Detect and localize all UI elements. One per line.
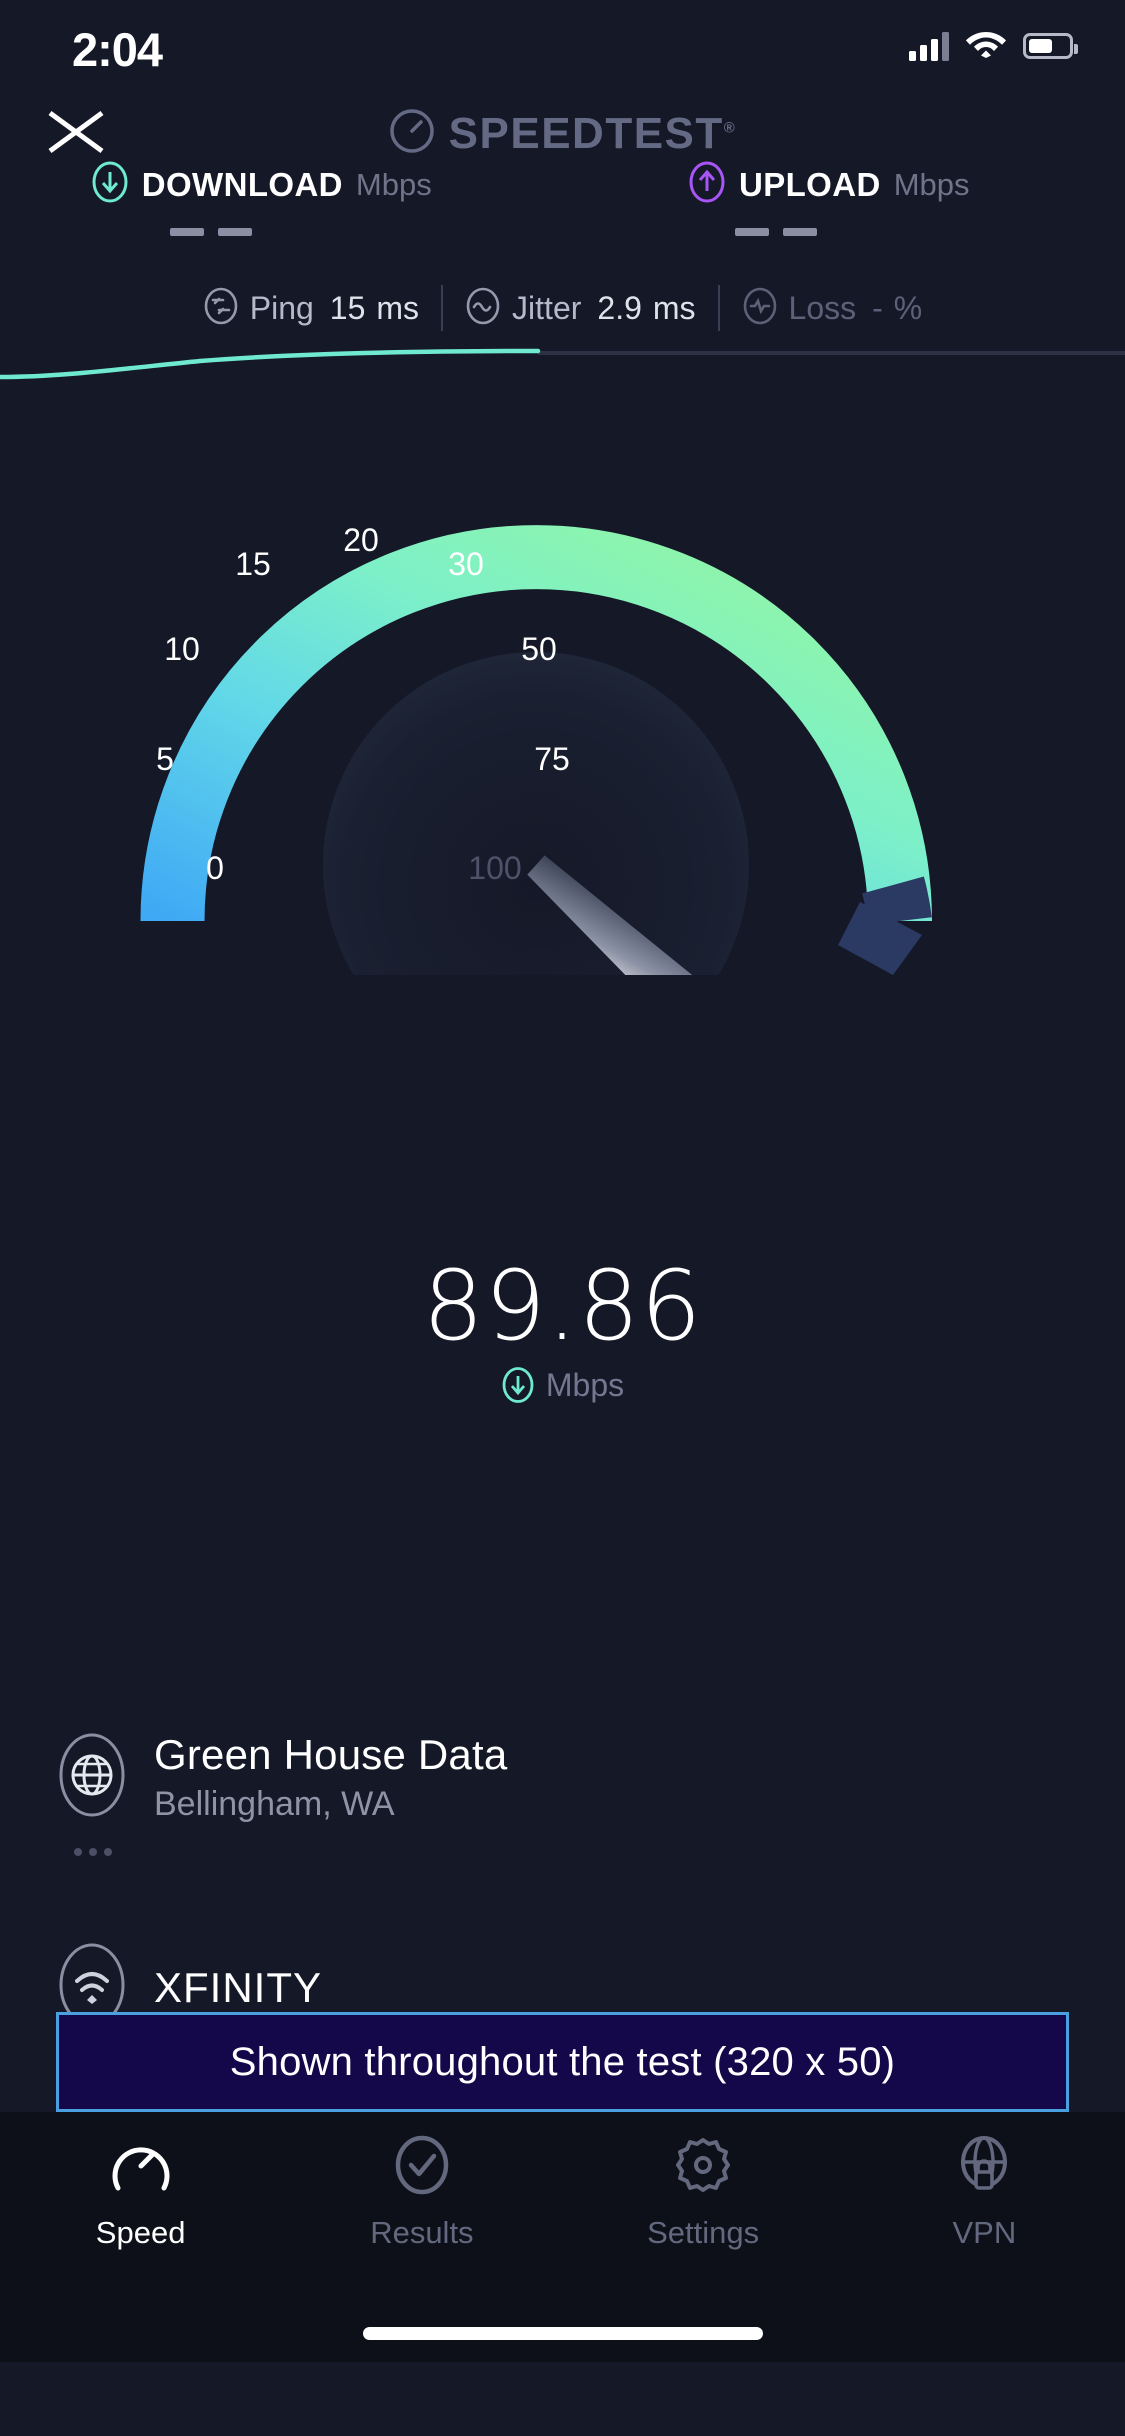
tab-results-label: Results [370, 2215, 474, 2250]
cellular-signal-icon [909, 31, 949, 61]
close-button[interactable] [40, 103, 112, 159]
gauge-tick-10: 10 [164, 631, 200, 667]
gauge-tick-100: 100 [468, 850, 521, 886]
jitter-unit: ms [652, 289, 696, 326]
speedometer-icon [108, 2134, 174, 2201]
upload-value-dash [735, 228, 770, 236]
divider [717, 285, 720, 331]
bottom-tab-bar: Speed Results Settings [0, 2112, 1125, 2362]
speedometer-icon [389, 108, 435, 159]
download-metric-header: DOWNLOAD Mbps [0, 160, 563, 209]
status-bar: 2:04 [0, 0, 1125, 95]
loss-icon [742, 286, 778, 331]
download-label: DOWNLOAD [141, 165, 343, 203]
ping-icon [203, 286, 239, 331]
ping-unit: ms [376, 289, 420, 326]
speed-graph [0, 335, 1125, 390]
tab-settings-label: Settings [647, 2215, 760, 2250]
tab-vpn[interactable]: VPN [844, 2134, 1125, 2362]
current-speed-unit: Mbps [545, 1366, 625, 1403]
globe-icon [56, 1730, 128, 1825]
status-time: 2:04 [72, 23, 163, 76]
tab-vpn-label: VPN [952, 2215, 1017, 2250]
server-text: Green House Data Bellingham, WA [154, 1731, 507, 1824]
gauge-tick-50: 50 [521, 631, 557, 667]
download-arrow-icon [91, 160, 129, 209]
divider [441, 285, 444, 331]
download-unit: Mbps [355, 166, 432, 202]
isp-row[interactable]: XFINITY [56, 1940, 1066, 2035]
gauge-tick-0: 0 [206, 850, 224, 886]
jitter-stat: Jitter 2.9 ms [443, 286, 717, 331]
download-arrow-icon [501, 1366, 535, 1404]
current-speed-value: 89.86 [422, 1250, 703, 1362]
brand-logo: SPEEDTEST® [0, 108, 1125, 159]
close-icon [48, 110, 104, 154]
upload-unit: Mbps [893, 166, 970, 202]
tab-results[interactable]: Results [281, 2134, 562, 2362]
loss-label: Loss [788, 289, 857, 326]
gauge-tick-5: 5 [156, 741, 174, 777]
battery-icon [1023, 32, 1078, 59]
jitter-value: 2.9 [597, 289, 642, 326]
brand-title: SPEEDTEST® [448, 108, 737, 158]
metric-values-row [0, 228, 1125, 236]
ping-value: 15 [329, 289, 366, 326]
loss-unit: % [893, 289, 923, 326]
loss-value: - [872, 289, 883, 326]
status-indicators [909, 28, 1078, 63]
metrics-header: DOWNLOAD Mbps UPLOAD Mbps [0, 160, 1125, 209]
speed-gauge: 0 5 10 15 20 30 50 75 100 [0, 455, 1125, 975]
gauge-tick-20: 20 [343, 522, 379, 558]
download-value [0, 228, 563, 236]
ping-stat: Ping 15 ms [181, 286, 441, 331]
vpn-globe-lock-icon [951, 2134, 1017, 2201]
wifi-icon [965, 28, 1007, 63]
server-location: Bellingham, WA [154, 1785, 395, 1823]
loss-stat: Loss - % [720, 286, 945, 331]
gear-icon [670, 2134, 736, 2201]
tab-speed-label: Speed [95, 2215, 186, 2250]
upload-label: UPLOAD [738, 165, 881, 203]
download-value-dash [170, 228, 205, 236]
ad-text: Shown throughout the test (320 x 50) [229, 2039, 896, 2084]
gauge-tick-30: 30 [448, 546, 484, 582]
tab-speed[interactable]: Speed [0, 2134, 281, 2362]
ping-label: Ping [249, 289, 314, 326]
server-row[interactable]: Green House Data Bellingham, WA [56, 1730, 1066, 1856]
more-dots-icon[interactable] [74, 1848, 112, 1856]
current-speed-unit-row: Mbps [0, 1366, 1125, 1404]
jitter-label: Jitter [512, 289, 582, 326]
check-circle-icon [389, 2134, 455, 2201]
gauge-tick-75: 75 [534, 741, 570, 777]
upload-value-dash [783, 228, 818, 236]
jitter-icon [465, 286, 501, 331]
upload-metric-header: UPLOAD Mbps [563, 160, 1125, 209]
download-value-dash [218, 228, 253, 236]
tab-settings[interactable]: Settings [563, 2134, 844, 2362]
upload-arrow-icon [688, 160, 726, 209]
ad-banner[interactable]: Shown throughout the test (320 x 50) [56, 2012, 1069, 2112]
isp-name: XFINITY [154, 1963, 323, 2011]
server-name: Green House Data [154, 1731, 508, 1778]
gauge-readout: 89.86 Mbps [0, 1258, 1125, 1404]
gauge-tick-15: 15 [235, 546, 271, 582]
connection-quality-row: Ping 15 ms Jitter 2.9 ms Loss - % [0, 285, 1125, 331]
home-indicator[interactable] [362, 2327, 763, 2340]
upload-value [563, 228, 1125, 236]
isp-text: XFINITY [154, 1964, 322, 2012]
connection-info: Green House Data Bellingham, WA XFINITY [56, 1730, 1066, 2035]
